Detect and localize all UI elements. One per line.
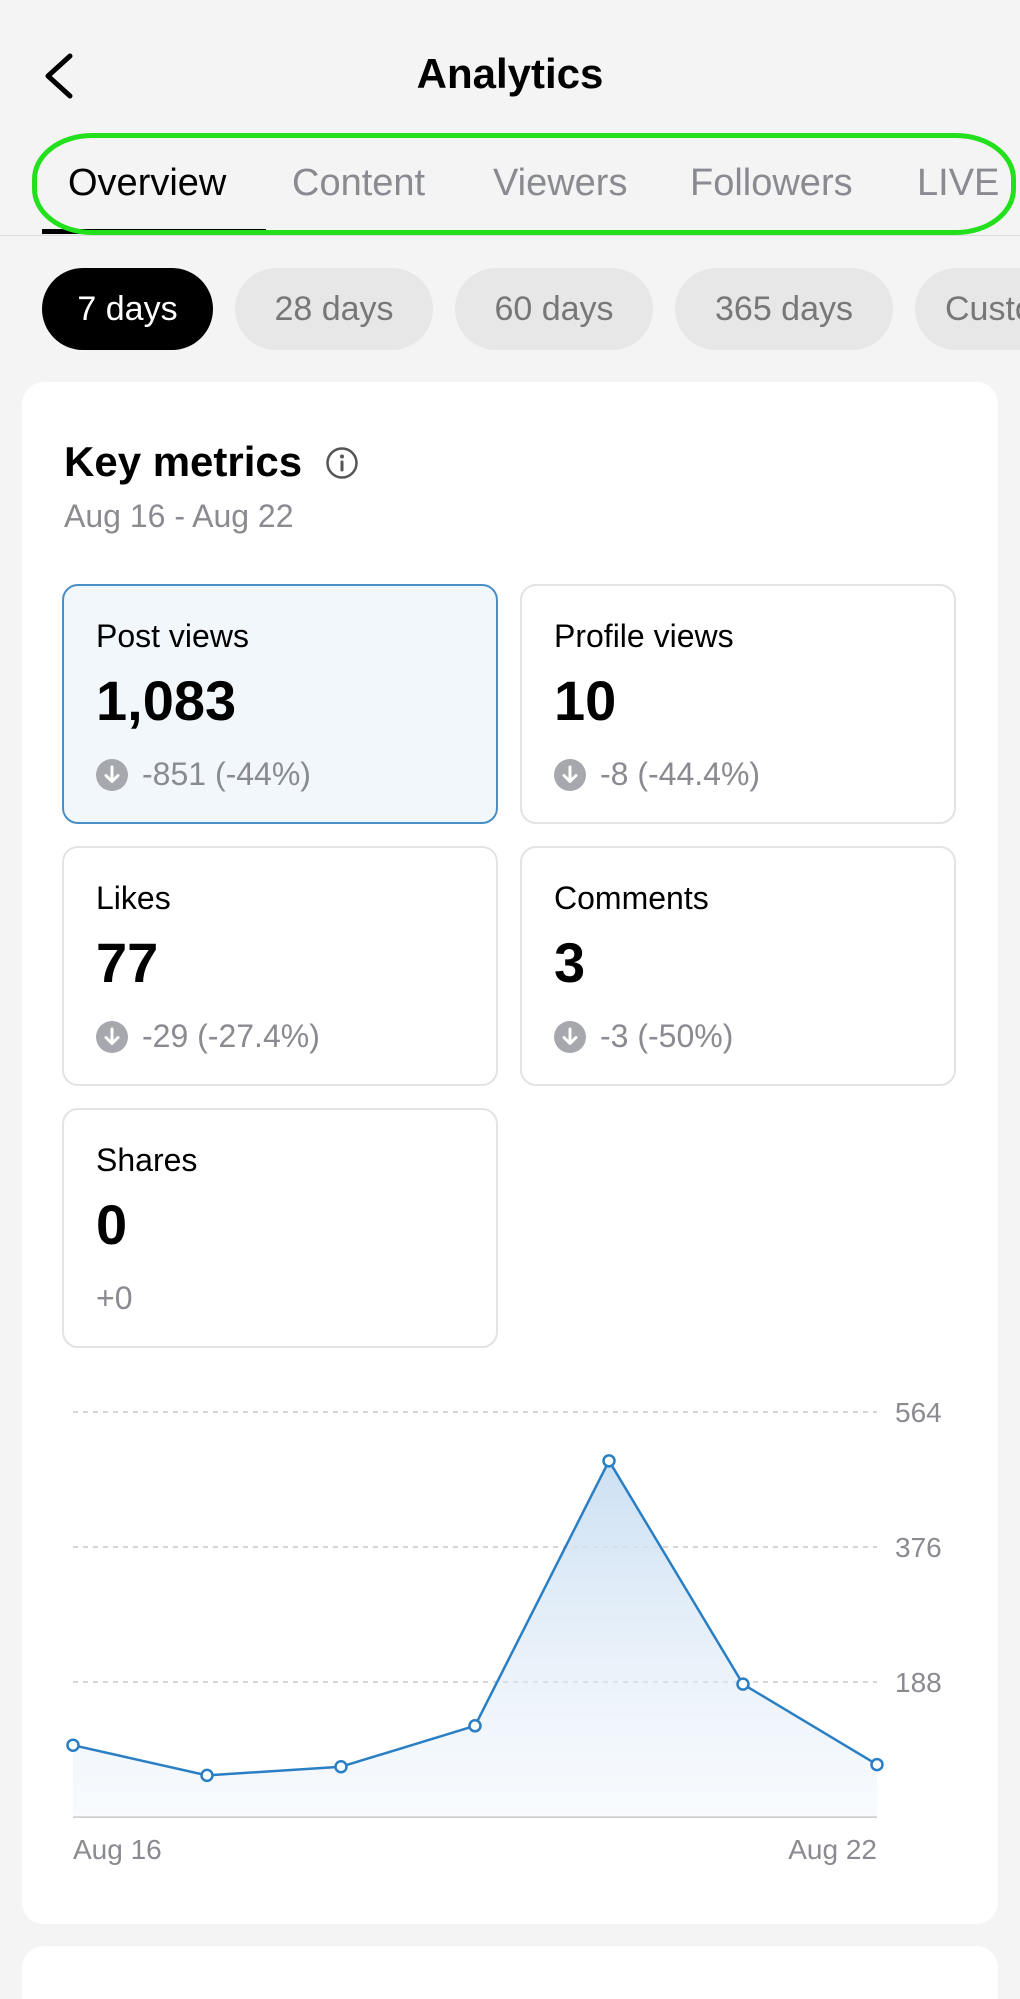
metric-label: Shares	[96, 1142, 198, 1178]
metric-card-likes[interactable]: Likes 77 -29 (-27.4%)	[62, 846, 498, 1086]
metric-change: -851 (-44%)	[96, 756, 311, 793]
tab-bar: Overview Content Viewers Followers LIVE	[0, 140, 1020, 236]
x-tick-label-start: Aug 16	[73, 1834, 162, 1865]
metric-change: -29 (-27.4%)	[96, 1018, 320, 1055]
page-title: Analytics	[416, 50, 604, 97]
period-selector: 7 days 28 days 60 days 365 days Custom	[0, 268, 1020, 352]
metric-value: 3	[554, 931, 586, 994]
period-custom[interactable]: Custom	[915, 268, 1020, 350]
data-point	[736, 1677, 750, 1691]
metric-label: Comments	[554, 880, 709, 916]
metric-change: -8 (-44.4%)	[554, 756, 760, 793]
y-tick-label: 188	[895, 1667, 942, 1698]
period-365-days[interactable]: 365 days	[675, 268, 893, 350]
metric-value: 77	[96, 931, 159, 994]
metric-value: 0	[96, 1193, 128, 1256]
info-icon[interactable]	[325, 446, 359, 480]
metric-card-profile-views[interactable]: Profile views 10 -8 (-44.4%)	[520, 584, 956, 824]
y-tick-label: 376	[895, 1532, 942, 1563]
tab-live[interactable]: LIVE	[917, 162, 1000, 204]
data-point	[334, 1759, 348, 1774]
chevron-left-icon	[45, 53, 73, 99]
metric-change-text: +0	[96, 1280, 133, 1316]
arrow-down-circle-icon	[96, 758, 128, 791]
post-views-chart: 564 376 188 Aug 16 Aug 22	[66, 1397, 942, 1865]
metric-change-text: -3 (-50%)	[600, 1018, 734, 1054]
arrow-down-circle-icon	[554, 1020, 586, 1053]
header: Analytics	[0, 0, 1020, 140]
metric-card-comments[interactable]: Comments 3 -3 (-50%)	[520, 846, 956, 1086]
tab-followers[interactable]: Followers	[690, 162, 853, 204]
period-60-days[interactable]: 60 days	[455, 268, 653, 350]
date-range: Aug 16 - Aug 22	[64, 498, 294, 534]
secondary-card	[22, 1946, 998, 1999]
metric-value: 1,083	[96, 669, 237, 732]
period-28-days[interactable]: 28 days	[235, 268, 433, 350]
data-point	[870, 1757, 884, 1772]
data-point	[468, 1719, 482, 1733]
arrow-down-circle-icon	[96, 1020, 128, 1053]
metric-value: 10	[554, 669, 617, 732]
data-point	[66, 1738, 80, 1752]
key-metrics-title: Key metrics	[64, 438, 303, 485]
metric-label: Profile views	[554, 618, 734, 654]
active-tab-indicator	[42, 229, 266, 234]
metric-card-shares[interactable]: Shares 0 +0	[62, 1108, 498, 1348]
series-area	[73, 1460, 877, 1817]
data-point	[200, 1768, 214, 1783]
metric-change: +0	[96, 1280, 132, 1317]
x-tick-label-end: Aug 22	[788, 1834, 877, 1865]
data-point	[602, 1454, 616, 1468]
metric-change-text: -29 (-27.4%)	[142, 1018, 320, 1054]
metric-label: Post views	[96, 618, 249, 654]
metric-change-text: -8 (-44.4%)	[600, 756, 761, 792]
metric-card-post-views[interactable]: Post views 1,083 -851 (-44%)	[62, 584, 498, 824]
tab-content[interactable]: Content	[292, 162, 426, 204]
metric-label: Likes	[96, 880, 171, 916]
period-7-days[interactable]: 7 days	[42, 268, 213, 350]
tab-viewers[interactable]: Viewers	[493, 162, 628, 204]
tab-overview[interactable]: Overview	[68, 162, 227, 204]
back-button[interactable]	[36, 48, 80, 104]
arrow-down-circle-icon	[554, 758, 586, 791]
metric-change: -3 (-50%)	[554, 1018, 733, 1055]
metric-change-text: -851 (-44%)	[142, 756, 311, 792]
y-tick-label: 564	[895, 1397, 942, 1428]
key-metrics-card: Key metrics Aug 16 - Aug 22 Post views 1…	[22, 382, 998, 1924]
